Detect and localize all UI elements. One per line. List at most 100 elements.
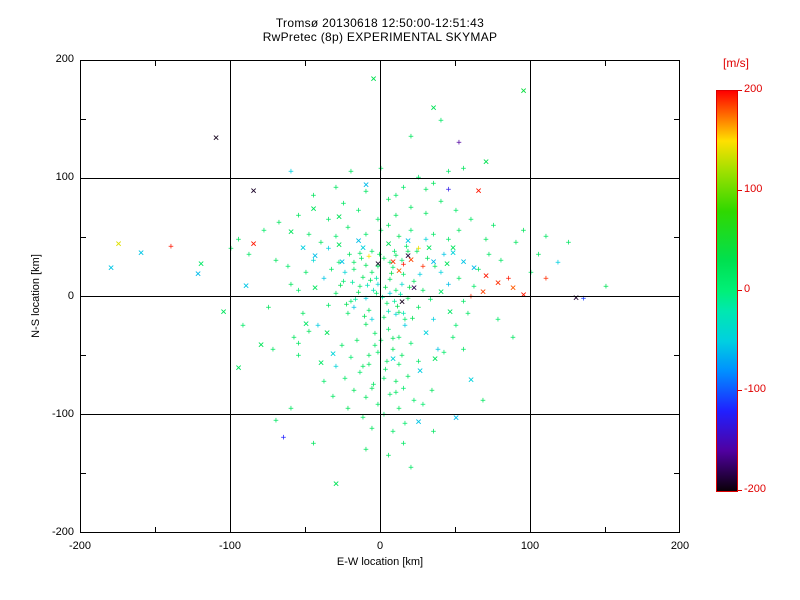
echo-marker-x: ×: [250, 237, 257, 251]
echo-marker-x: ×: [257, 337, 265, 351]
echo-marker-x: ×: [332, 477, 340, 491]
echo-marker-dot: +: [367, 276, 374, 287]
echo-marker-dot: +: [402, 321, 408, 332]
echo-marker-dot: +: [168, 241, 174, 252]
echo-marker-dot: +: [465, 309, 471, 320]
echo-marker-dot: +: [370, 285, 377, 296]
echo-marker-dot: +: [355, 287, 362, 298]
y-axis-minor-tick: [81, 355, 86, 357]
x-tick-label: 200: [670, 540, 690, 552]
echo-marker-dot: +: [417, 270, 423, 281]
echo-marker-dot: +: [420, 285, 426, 296]
y-tick-label: -200: [51, 526, 74, 538]
echo-marker-dot: +: [351, 265, 357, 276]
echo-marker-dot: +: [387, 258, 393, 269]
echo-marker-dot: +: [360, 413, 366, 424]
y-axis-minor-tick: [81, 473, 86, 475]
echo-marker-x: ×: [323, 325, 331, 339]
scatter-points-layer: × × × × × × + + + × × × × + + × × × × × × × × + × × × × + × + × + + × × × + + +…: [81, 61, 679, 532]
echo-marker-dot: +: [435, 344, 441, 355]
echo-marker-dot: +: [343, 299, 350, 310]
echo-marker-x: ×: [362, 178, 370, 192]
echo-marker-dot: +: [378, 226, 384, 237]
y-tick-label: -100: [51, 407, 74, 420]
y-axis-minor-tick: [674, 236, 679, 238]
colorbar-tick-label: -200: [744, 483, 767, 495]
echo-marker-dot: +: [393, 211, 399, 222]
echo-marker-dot: +: [370, 380, 377, 391]
x-axis-minor-tick: [604, 527, 606, 532]
echo-marker-x: ×: [311, 281, 319, 295]
echo-marker-x: ×: [250, 184, 257, 198]
echo-marker-x: ×: [430, 255, 437, 269]
echo-marker-dot: +: [366, 350, 372, 361]
echo-marker-dot: +: [393, 310, 399, 321]
echo-marker-dot: +: [543, 232, 549, 243]
echo-marker-dot: +: [490, 220, 497, 231]
echo-marker-dot: +: [382, 364, 389, 375]
echo-marker-dot: +: [291, 332, 297, 343]
echo-marker-dot: +: [408, 226, 414, 237]
echo-marker-dot: +: [325, 300, 332, 311]
x-axis-minor-tick: [604, 61, 606, 66]
echo-marker-dot: +: [495, 315, 501, 326]
echo-marker-dot: +: [369, 383, 375, 394]
x-axis-minor-tick: [304, 527, 306, 532]
grid-line-vertical: [529, 60, 531, 533]
echo-marker-dot: +: [352, 295, 359, 306]
echo-marker-dot: +: [348, 352, 354, 363]
echo-marker-x: ×: [479, 284, 487, 298]
echo-marker-dot: +: [415, 303, 422, 314]
echo-marker-dot: +: [288, 167, 294, 178]
x-axis-minor-tick: [154, 527, 156, 532]
echo-marker-dot: +: [360, 362, 366, 373]
x-tick-label: -200: [68, 540, 92, 552]
echo-marker-x: ×: [311, 249, 319, 263]
echo-marker-dot: +: [387, 389, 393, 400]
echo-marker-dot: +: [387, 274, 393, 285]
echo-marker-dot: +: [339, 341, 345, 352]
echo-marker-dot: +: [357, 248, 363, 259]
echo-marker-dot: +: [467, 292, 475, 302]
echo-marker-x: ×: [317, 355, 325, 369]
echo-marker-x: ×: [235, 361, 242, 375]
echo-marker-dot: +: [330, 392, 336, 402]
echo-marker-dot: +: [382, 283, 389, 294]
echo-marker-x: ×: [482, 154, 490, 168]
echo-marker-dot: +: [381, 374, 387, 385]
echo-marker-dot: +: [580, 293, 587, 304]
echo-marker-dot: +: [441, 348, 447, 359]
echo-marker-dot: +: [380, 410, 388, 420]
colorbar-tick-mark: [738, 489, 742, 491]
y-axis-minor-tick: [81, 236, 86, 238]
echo-marker-dot: +: [475, 265, 482, 276]
echo-marker-x: ×: [443, 257, 451, 271]
echo-marker-dot: +: [369, 246, 375, 257]
echo-marker-dot: +: [453, 321, 459, 332]
echo-marker-dot: +: [351, 386, 357, 397]
echo-marker-dot: +: [345, 403, 351, 414]
echo-marker-x: ×: [404, 233, 412, 247]
colorbar-tick-mark: [738, 389, 742, 391]
echo-marker-dot: +: [390, 344, 396, 355]
echo-marker-dot: +: [411, 395, 417, 406]
echo-marker-dot: +: [393, 251, 399, 262]
echo-marker-x: ×: [287, 225, 295, 239]
echo-marker-dot: +: [438, 196, 444, 207]
echo-marker-dot: +: [337, 280, 344, 291]
echo-marker-dot: +: [565, 238, 572, 249]
echo-marker-x: ×: [422, 325, 430, 339]
echo-marker-dot: +: [333, 362, 339, 373]
echo-marker-dot: +: [402, 419, 408, 430]
echo-marker-dot: +: [280, 433, 287, 444]
echo-marker-dot: +: [333, 182, 339, 193]
echo-marker-dot: +: [351, 303, 357, 314]
echo-marker-x: ×: [572, 290, 580, 304]
echo-marker-x: ×: [404, 249, 412, 263]
echo-marker-dot: +: [235, 234, 242, 245]
colorbar-tick-label: -100: [744, 383, 767, 395]
echo-marker-x: ×: [520, 83, 527, 97]
echo-marker-dot: +: [366, 360, 372, 371]
echo-marker-dot: +: [441, 250, 447, 261]
